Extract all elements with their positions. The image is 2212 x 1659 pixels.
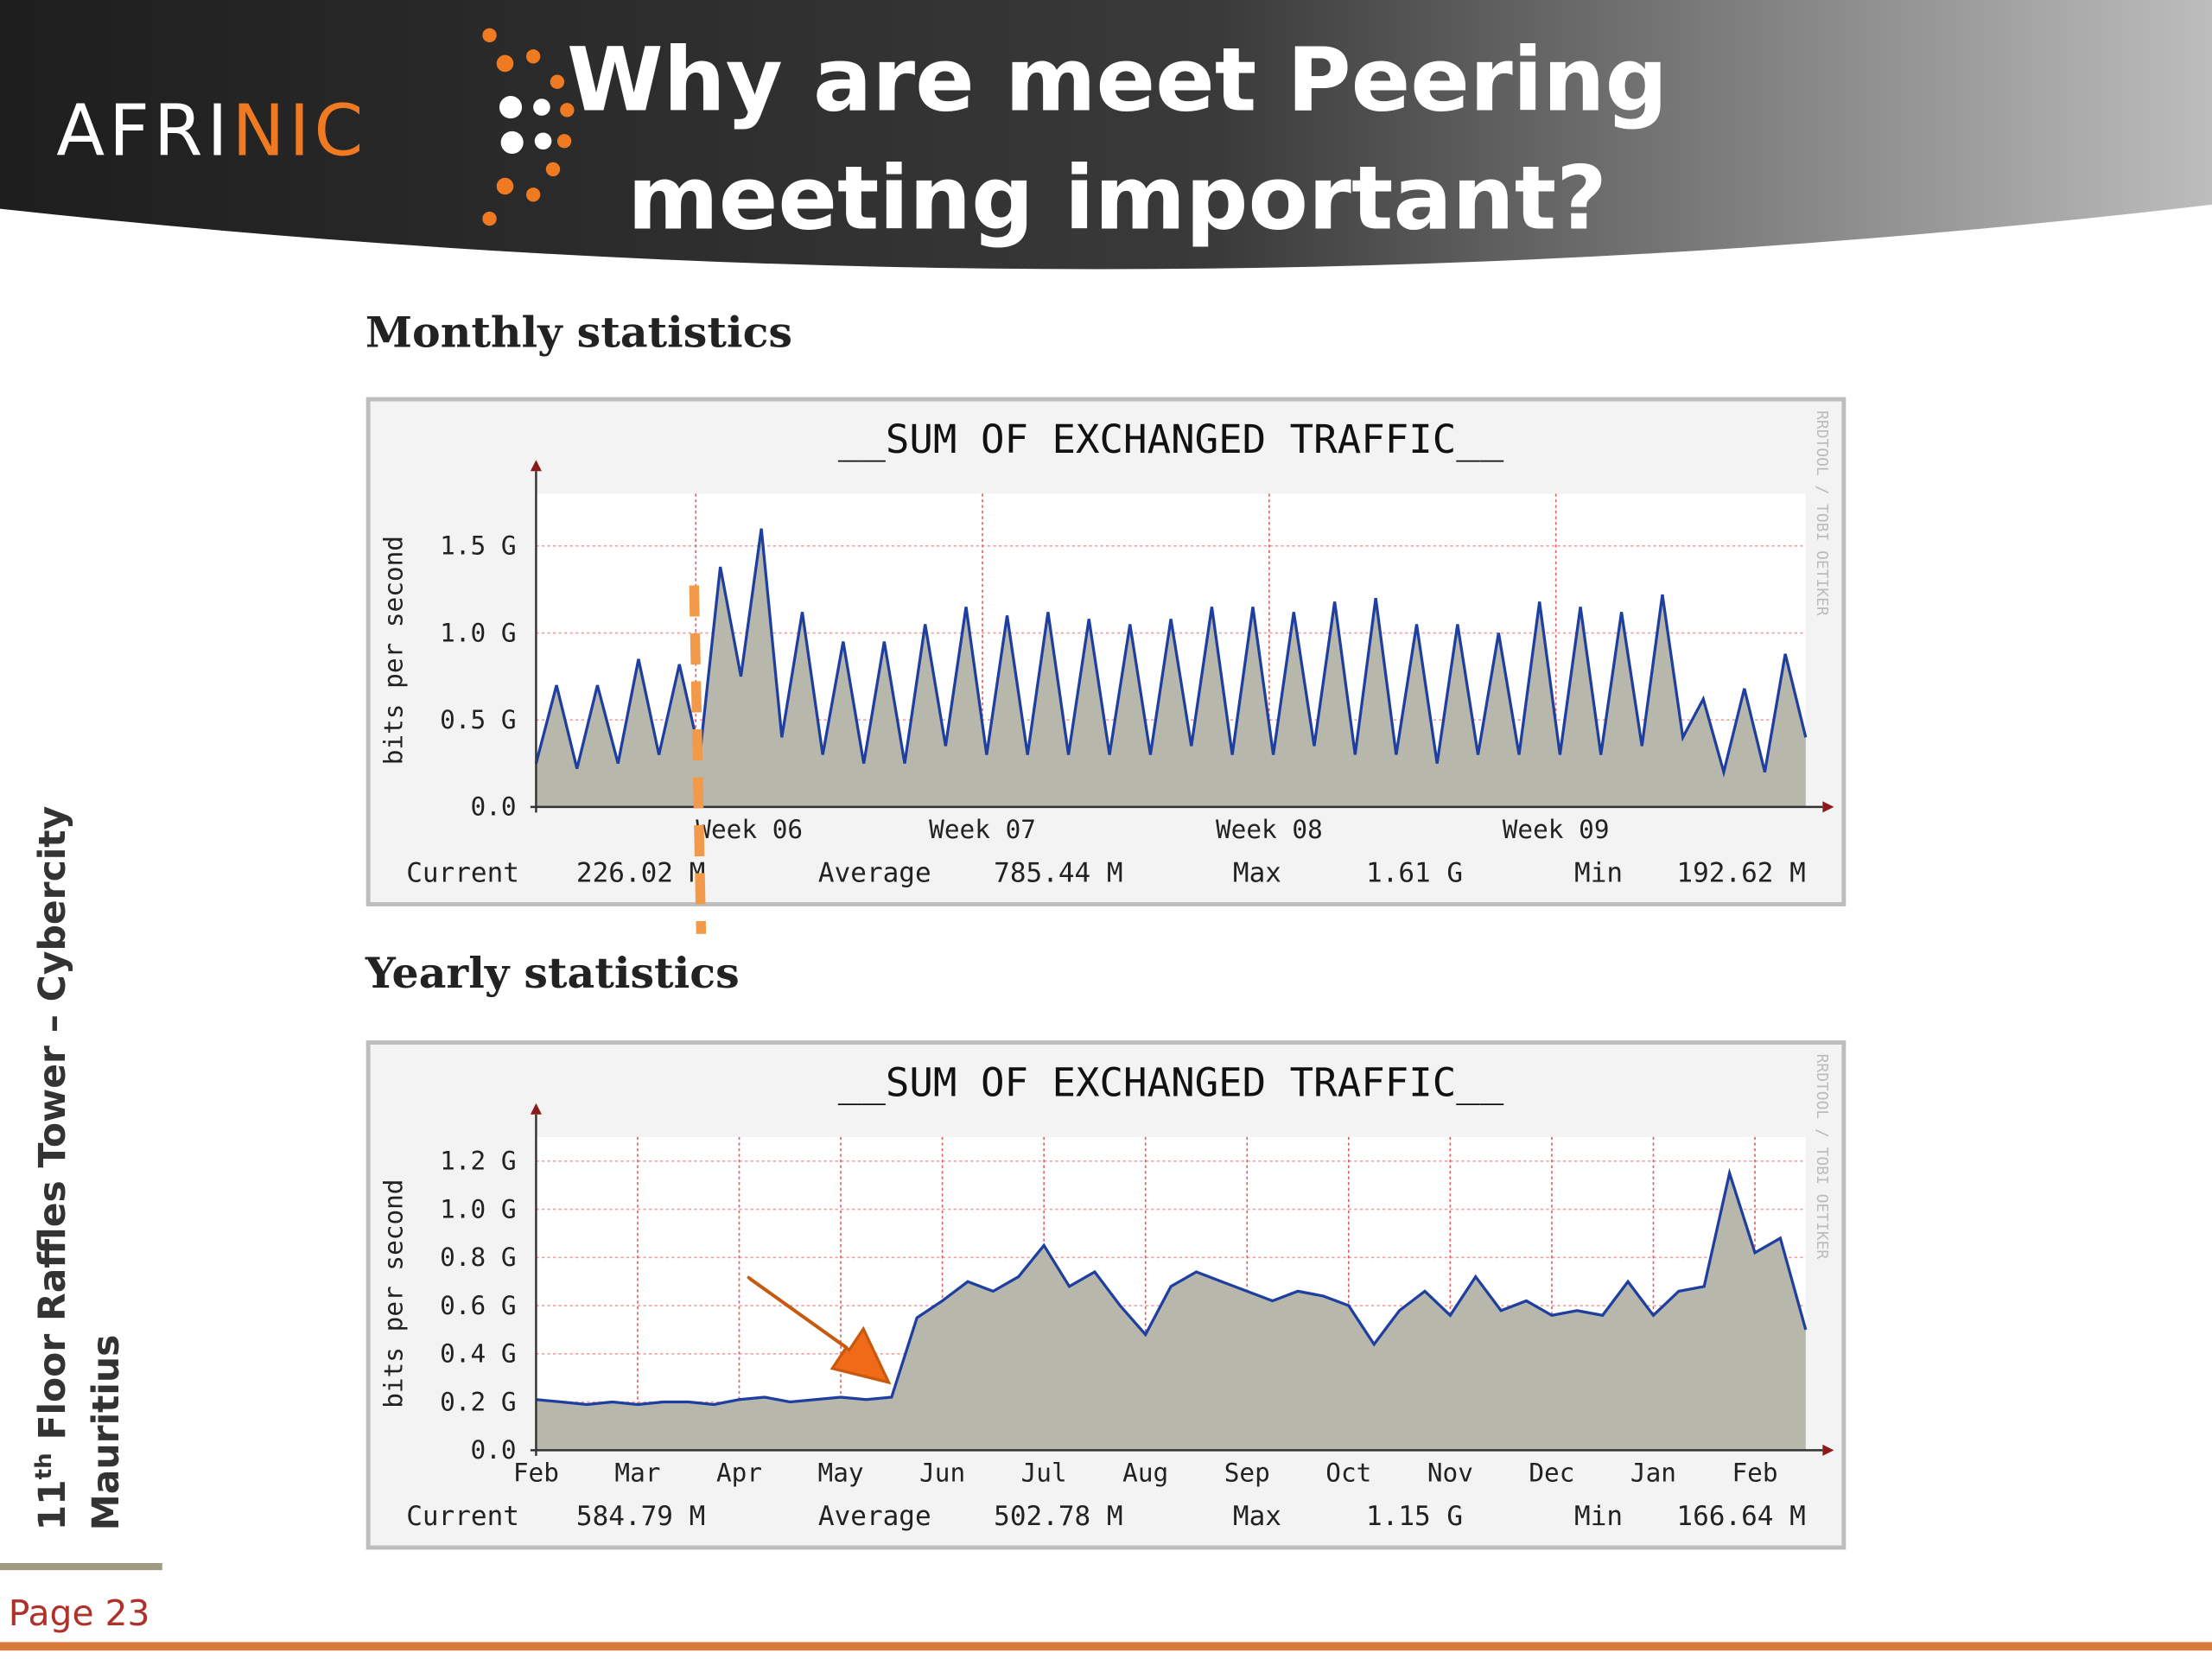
chart: __SUM OF EXCHANGED TRAFFIC__bits per sec… bbox=[365, 397, 1847, 906]
x-tick-label: May bbox=[818, 1458, 864, 1487]
annotation-dashed-line bbox=[689, 585, 707, 934]
x-tick-label: Week 07 bbox=[929, 815, 1036, 844]
chart-title: __SUM OF EXCHANGED TRAFFIC__ bbox=[838, 1060, 1504, 1106]
stat-label: Average bbox=[818, 1501, 931, 1532]
x-tick-label: Mar bbox=[614, 1458, 660, 1487]
y-tick-label: 1.5 G bbox=[440, 531, 516, 561]
area bbox=[536, 1173, 1806, 1451]
axis-arrow bbox=[530, 460, 542, 472]
y-tick-label: 0.2 G bbox=[440, 1387, 516, 1416]
page-number: Page 23 bbox=[9, 1592, 150, 1634]
stat-value: 166.64 M bbox=[1676, 1501, 1805, 1532]
stat-label: Max bbox=[1233, 857, 1281, 888]
x-tick-label: Week 08 bbox=[1216, 815, 1323, 844]
x-tick-label: Jul bbox=[1021, 1458, 1067, 1487]
section-heading: Yearly statistics bbox=[365, 948, 740, 998]
annotation-arrow bbox=[747, 1275, 892, 1385]
y-tick-label: 0.4 G bbox=[440, 1339, 516, 1369]
logo-left: AFRI bbox=[56, 91, 232, 173]
area bbox=[536, 528, 1806, 807]
stat-label: Current bbox=[406, 857, 519, 888]
footer-rule bbox=[0, 1562, 162, 1571]
x-tick-label: Week 06 bbox=[696, 815, 803, 844]
y-tick-label: 0.0 bbox=[470, 792, 516, 822]
y-tick-label: 0.5 G bbox=[440, 705, 516, 734]
chart-title: __SUM OF EXCHANGED TRAFFIC__ bbox=[838, 416, 1504, 462]
y-tick-label: 1.2 G bbox=[440, 1147, 516, 1176]
y-tick-label: 0.8 G bbox=[440, 1243, 516, 1272]
x-tick-label: Feb bbox=[513, 1458, 559, 1487]
x-tick-label: Feb bbox=[1732, 1458, 1777, 1487]
logo: AFRINIC bbox=[56, 91, 367, 173]
stat-value: 226.02 M bbox=[576, 857, 705, 888]
x-tick-label: Dec bbox=[1529, 1458, 1574, 1487]
header-band bbox=[0, 0, 2212, 270]
y-tick-label: 0.6 G bbox=[440, 1291, 516, 1320]
y-tick-label: 1.0 G bbox=[440, 1194, 516, 1224]
section-heading: Monthly statistics bbox=[365, 308, 792, 358]
logo-dots bbox=[482, 28, 575, 226]
sidebar-line: Mauritius bbox=[86, 1335, 128, 1531]
line bbox=[536, 1167, 1808, 1407]
sidebar-text: 11 bbox=[32, 1479, 74, 1530]
sidebar: 11th Floor Raffles Tower – Cybercity Mau… bbox=[31, 806, 128, 1531]
stat-value: 502.78 M bbox=[994, 1501, 1122, 1532]
sidebar-text: Floor Raffles Tower – Cybercity bbox=[32, 806, 74, 1453]
axis-arrow bbox=[1822, 801, 1834, 813]
y-axis-label: bits per second bbox=[378, 1179, 408, 1408]
sidebar-line: 11th Floor Raffles Tower – Cybercity bbox=[31, 806, 74, 1531]
y-axis-label: bits per second bbox=[378, 536, 408, 765]
x-tick-label: Week 09 bbox=[1503, 815, 1610, 844]
stat-label: Min bbox=[1574, 1501, 1623, 1532]
stat-value: 584.79 M bbox=[576, 1501, 705, 1532]
bottom-rule bbox=[0, 1642, 2212, 1651]
sidebar-sup: th bbox=[31, 1452, 57, 1479]
x-tick-label: Jun bbox=[919, 1458, 965, 1487]
stat-value: 1.61 G bbox=[1366, 857, 1463, 888]
x-tick-label: Apr bbox=[716, 1458, 762, 1487]
x-tick-label: Aug bbox=[1122, 1458, 1168, 1487]
stat-value: 785.44 M bbox=[994, 857, 1122, 888]
stat-value: 1.15 G bbox=[1366, 1501, 1463, 1532]
stat-value: 192.62 M bbox=[1676, 857, 1805, 888]
x-tick-label: Sep bbox=[1224, 1458, 1270, 1487]
line bbox=[534, 528, 1808, 778]
stat-label: Min bbox=[1574, 857, 1623, 888]
y-tick-label: 1.0 G bbox=[440, 618, 516, 647]
charts: __SUM OF EXCHANGED TRAFFIC__bits per sec… bbox=[365, 397, 1847, 1550]
axis-arrow bbox=[1822, 1444, 1834, 1456]
logo-right: NIC bbox=[232, 91, 367, 173]
x-tick-label: Jan bbox=[1630, 1458, 1676, 1487]
x-tick-label: Oct bbox=[1325, 1458, 1371, 1487]
x-tick-label: Nov bbox=[1427, 1458, 1473, 1487]
stat-label: Max bbox=[1233, 1501, 1281, 1532]
stat-label: Average bbox=[818, 857, 931, 888]
watermark: RRDTOOL / TOBI OETIKER bbox=[1813, 1054, 1831, 1260]
watermark: RRDTOOL / TOBI OETIKER bbox=[1813, 410, 1831, 616]
axis-arrow bbox=[530, 1103, 542, 1115]
chart: __SUM OF EXCHANGED TRAFFIC__bits per sec… bbox=[365, 1040, 1847, 1550]
title-line: Why are meet Peering bbox=[567, 29, 1668, 130]
stat-label: Current bbox=[406, 1501, 519, 1532]
y-tick-label: 0.0 bbox=[470, 1435, 516, 1465]
title-line: meeting important? bbox=[627, 147, 1607, 249]
